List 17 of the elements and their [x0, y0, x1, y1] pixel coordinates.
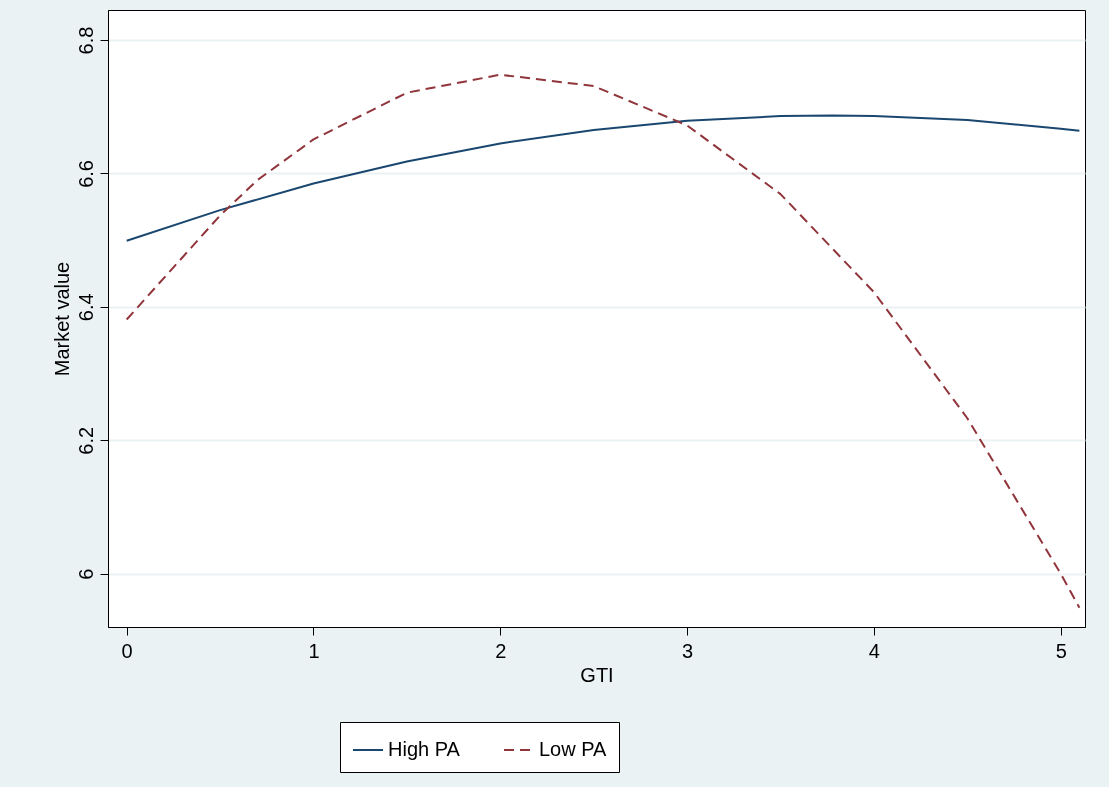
x-tick-label: 3 [682, 639, 694, 662]
x-tick-label: 2 [495, 639, 507, 662]
x-tick-label: 5 [1055, 639, 1067, 662]
y-tick-label: 6 [74, 568, 97, 580]
y-tick-label: 6.4 [74, 293, 97, 322]
legend-label: High PA [388, 738, 461, 760]
x-tick-label: 1 [308, 639, 320, 662]
y-tick-label: 6.8 [74, 26, 97, 55]
x-tick-label: 0 [121, 639, 133, 662]
x-tick-label: 4 [868, 639, 880, 662]
y-tick-label: 6.2 [74, 426, 97, 455]
legend-label: Low PA [539, 738, 608, 760]
line-series [125, 73, 1081, 609]
y-axis-title: Market value [50, 261, 73, 377]
y-tick-label: 6.6 [74, 160, 97, 188]
line-series [125, 114, 1081, 242]
x-axis-title: GTI [580, 663, 614, 686]
